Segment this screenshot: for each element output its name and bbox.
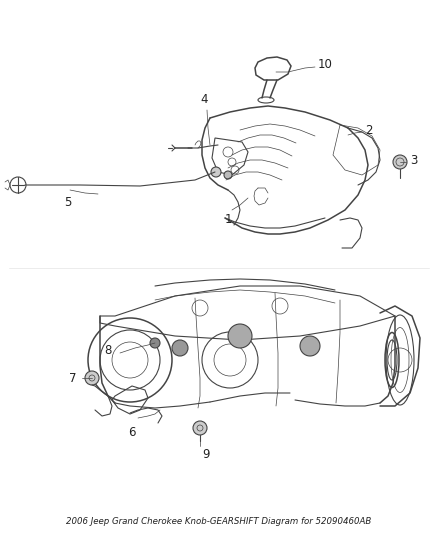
Text: 1: 1 — [224, 213, 232, 226]
Circle shape — [172, 340, 188, 356]
Circle shape — [193, 421, 207, 435]
Text: 9: 9 — [202, 448, 209, 461]
Text: 4: 4 — [200, 93, 208, 106]
Circle shape — [85, 371, 99, 385]
Circle shape — [211, 167, 221, 177]
Circle shape — [224, 171, 232, 179]
Circle shape — [393, 155, 407, 169]
Text: 7: 7 — [68, 372, 76, 384]
Circle shape — [300, 336, 320, 356]
Text: 6: 6 — [128, 426, 136, 439]
Text: 8: 8 — [105, 343, 112, 357]
Circle shape — [150, 338, 160, 348]
Text: 2: 2 — [365, 125, 372, 138]
Text: 3: 3 — [410, 154, 417, 166]
Circle shape — [228, 324, 252, 348]
Text: 10: 10 — [318, 59, 333, 71]
Text: 2006 Jeep Grand Cherokee Knob-GEARSHIFT Diagram for 52090460AB: 2006 Jeep Grand Cherokee Knob-GEARSHIFT … — [67, 516, 371, 526]
Text: 5: 5 — [64, 196, 72, 209]
